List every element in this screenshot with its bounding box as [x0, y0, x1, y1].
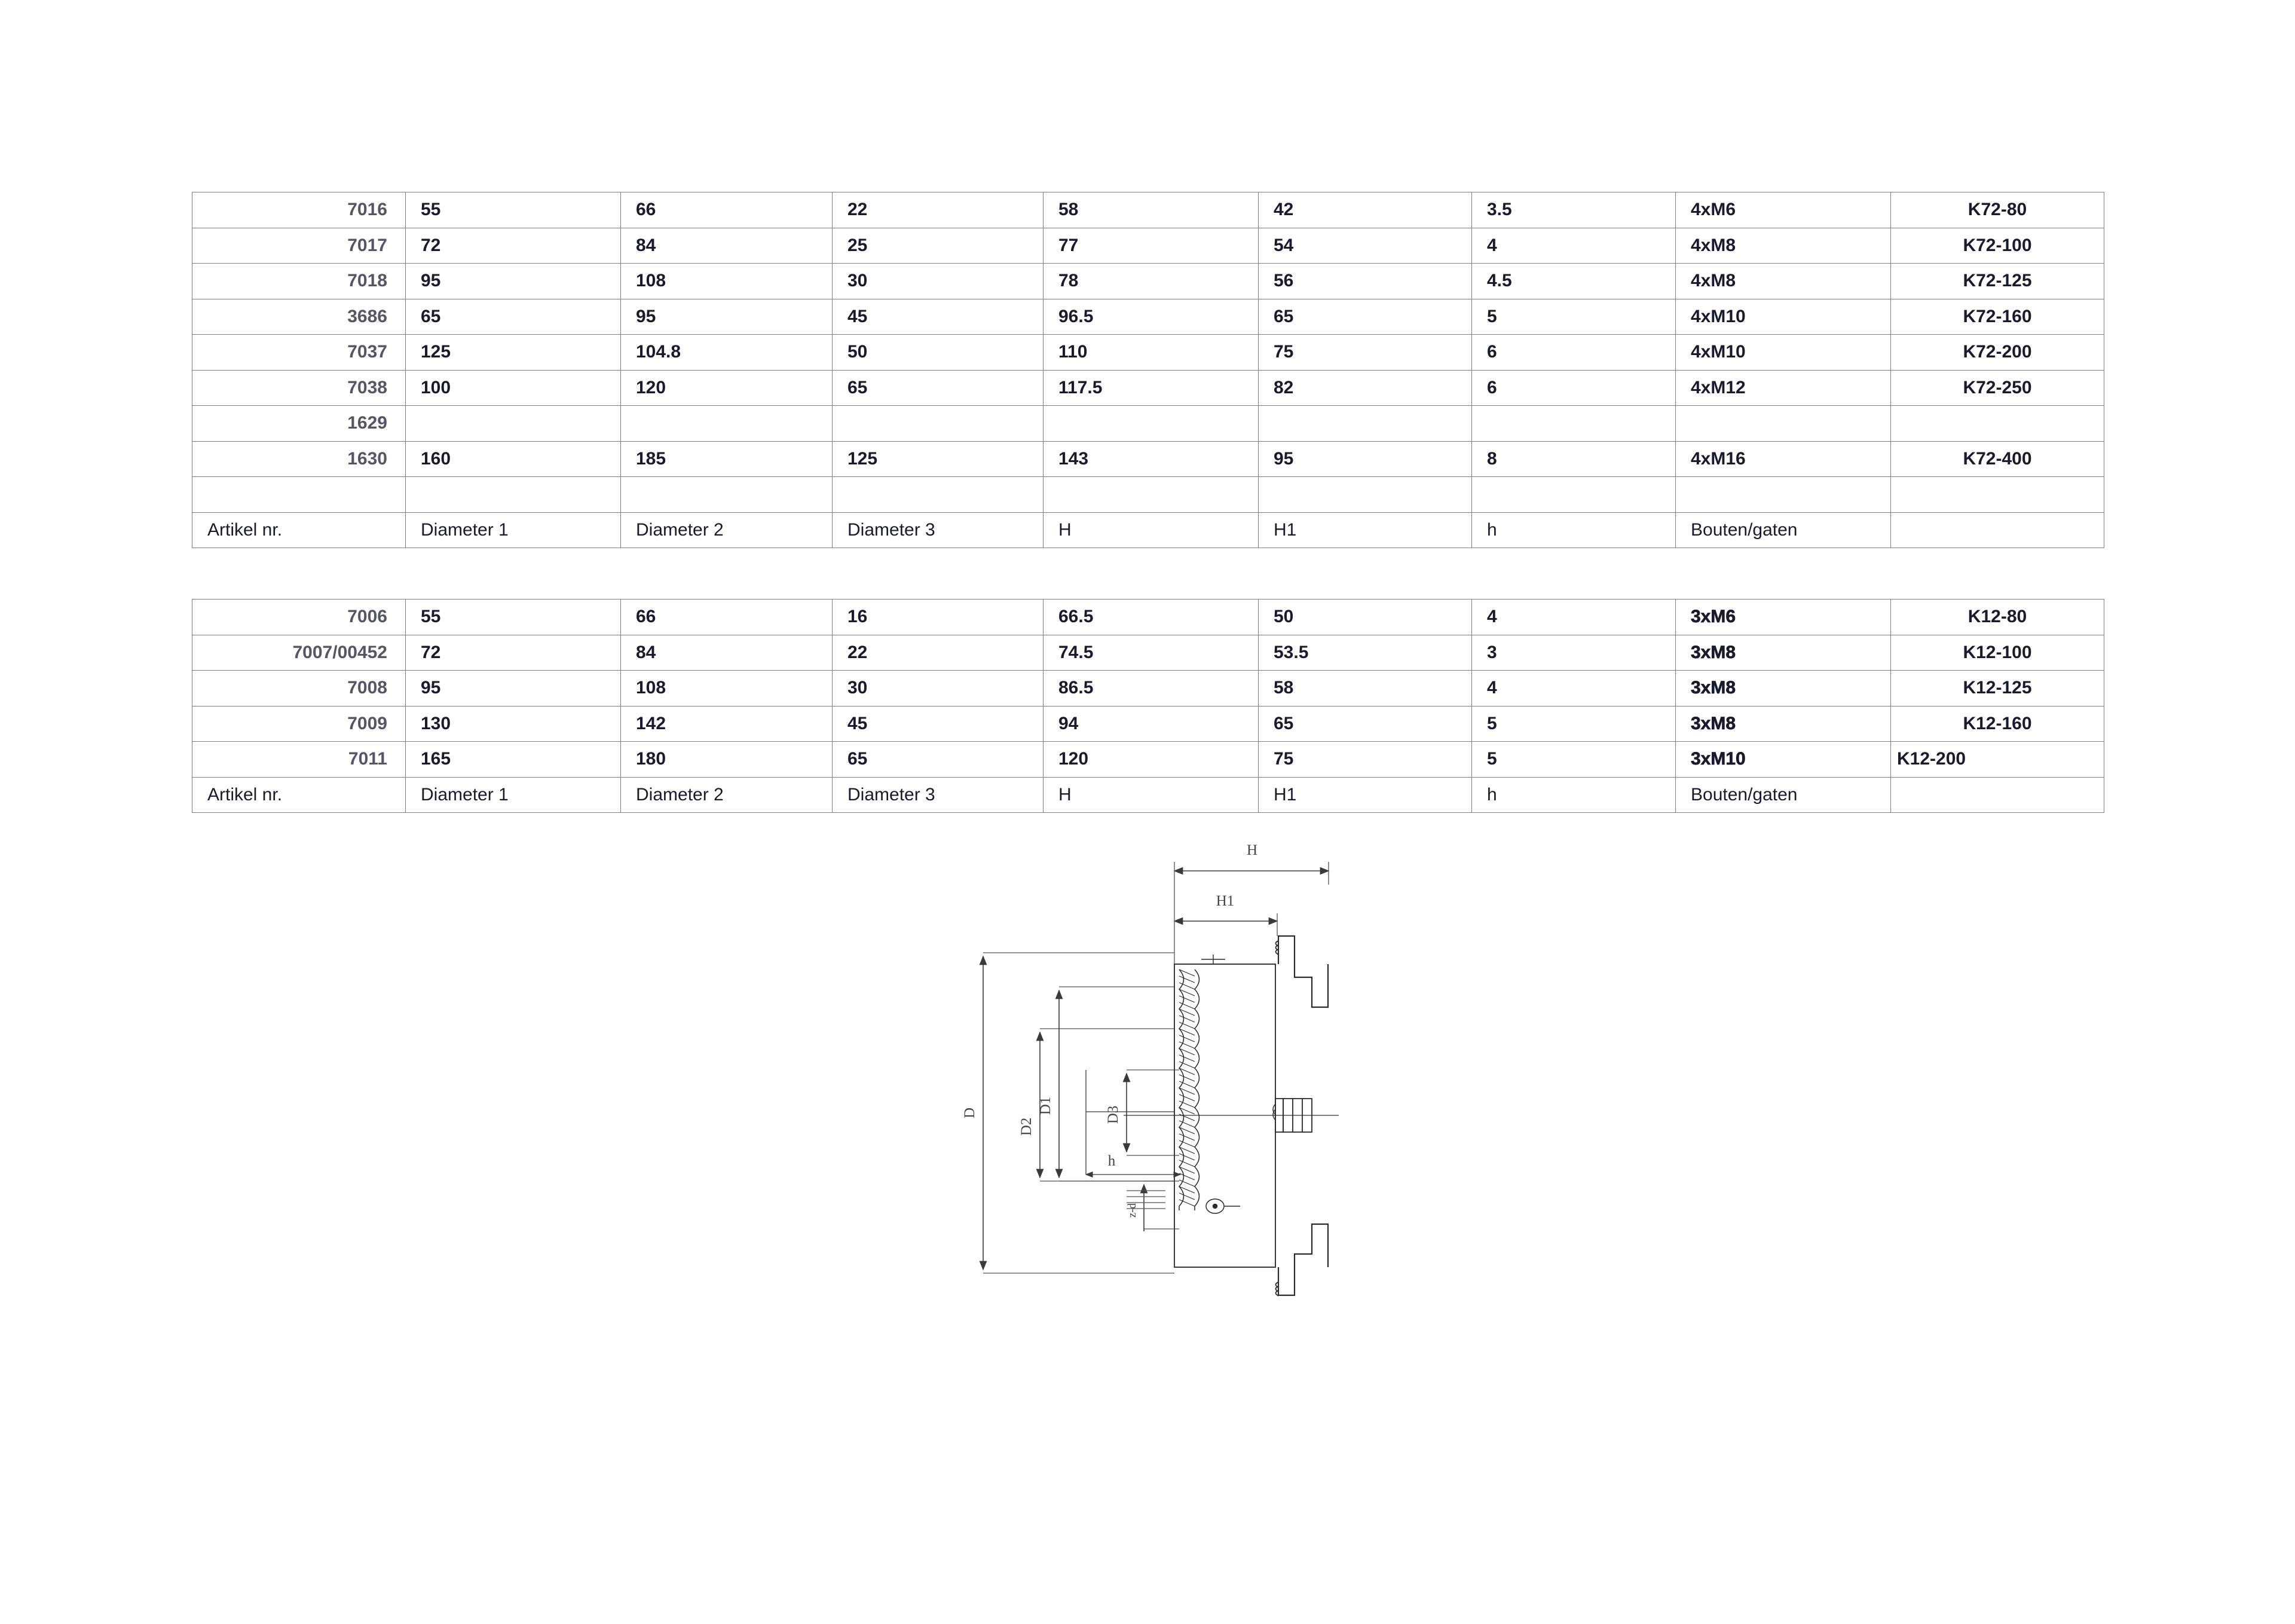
svg-text:D1: D1	[1038, 1097, 1054, 1115]
svg-text:D3: D3	[1105, 1106, 1121, 1124]
svg-text:z-d: z-d	[1126, 1203, 1139, 1218]
svg-text:H: H	[1247, 842, 1257, 858]
svg-text:H1: H1	[1216, 893, 1235, 909]
svg-text:D: D	[962, 1108, 978, 1118]
svg-text:h: h	[1108, 1153, 1116, 1169]
svg-text:D2: D2	[1018, 1118, 1035, 1136]
